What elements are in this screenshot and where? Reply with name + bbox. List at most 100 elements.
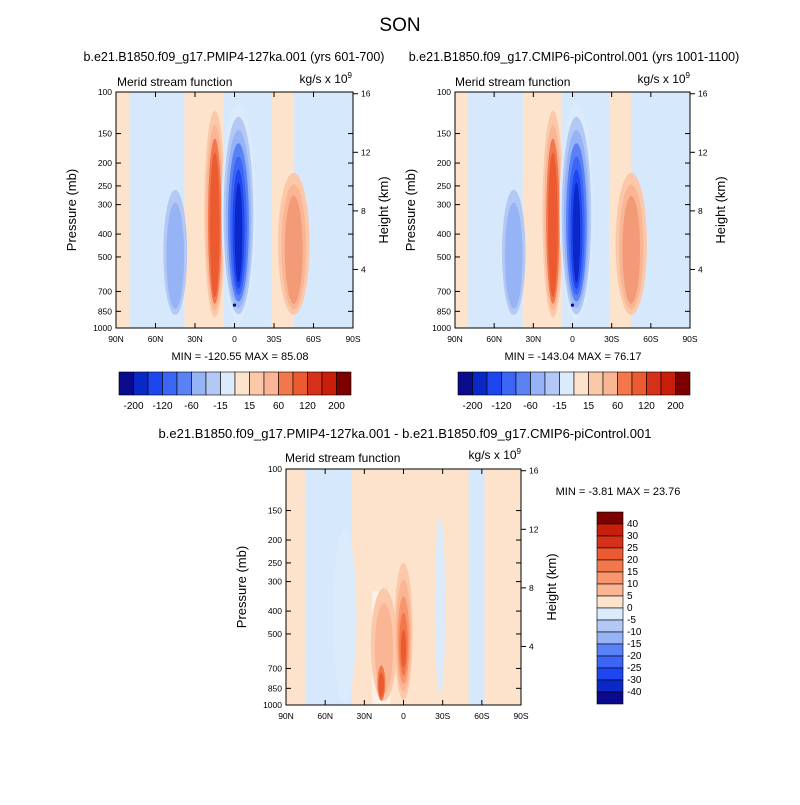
y-tick-label: 100 (437, 87, 451, 97)
colorbar-swatch (646, 371, 662, 396)
plot-left-label: Merid stream function (285, 451, 400, 465)
y-right-tick-label: 4 (698, 264, 703, 274)
y-right-tick-label: 12 (361, 147, 371, 157)
colorbar-swatch (191, 371, 207, 396)
colorbar-swatch (588, 371, 604, 396)
y-right-axis-title: Height (km) (376, 176, 391, 243)
x-tick-label: 60S (306, 334, 321, 344)
plot-left-label: Merid stream function (117, 75, 232, 89)
y-tick-label: 100 (98, 87, 112, 97)
colorbar-label: -30 (627, 675, 642, 686)
x-tick-label: 90N (108, 334, 124, 344)
colorbar-label: 200 (328, 401, 345, 412)
contour-cell (166, 202, 185, 309)
colorbar-swatch (176, 371, 192, 396)
y-axis-title: Pressure (mb) (234, 546, 249, 628)
colorbar-label: -120 (152, 401, 172, 412)
units-label: kg/s x 109 (469, 447, 522, 462)
stats-label: MIN = -120.55 MAX = 85.08 (172, 351, 309, 363)
y-tick-label: 250 (98, 181, 112, 191)
field-band (455, 92, 469, 328)
colorbar-label: -15 (627, 639, 642, 650)
colorbar-label: -200 (462, 401, 482, 412)
y-right-axis-title: Height (km) (713, 176, 728, 243)
colorbar-swatch (660, 371, 676, 396)
colorbar-label: -15 (552, 401, 567, 412)
colorbar-label: -25 (627, 663, 642, 674)
colorbar-swatch (596, 547, 624, 561)
y-tick-label: 150 (268, 506, 282, 516)
y-tick-label: 150 (437, 129, 451, 139)
panel-difference: Merid stream function kg/s x 109 MIN = -… (234, 447, 680, 721)
min-marker (232, 303, 237, 307)
y-tick-label: 850 (268, 683, 282, 693)
x-tick-label: 0 (232, 334, 237, 344)
x-tick-label: 30N (357, 711, 373, 721)
colorbar-swatch (596, 535, 624, 549)
y-axis-title: Pressure (mb) (403, 169, 418, 251)
y-tick-label: 500 (98, 252, 112, 262)
x-tick-label: 60S (474, 711, 489, 721)
y-tick-label: 400 (437, 229, 451, 239)
colorbar-swatch (596, 607, 624, 621)
colorbar-swatch (162, 371, 178, 396)
contour-cell (234, 182, 243, 283)
colorbar-swatch (675, 371, 691, 396)
colorbar-label: -40 (627, 687, 642, 698)
colorbar-label: 120 (638, 401, 655, 412)
x-tick-label: 30N (526, 334, 542, 344)
x-tick-label: 60S (643, 334, 658, 344)
contour-cell (333, 529, 357, 703)
colorbar-swatch (263, 371, 279, 396)
y-tick-label: 100 (268, 464, 282, 474)
y-tick-label: 700 (437, 286, 451, 296)
contour-cell (400, 629, 407, 668)
y-right-tick-label: 8 (529, 583, 534, 593)
colorbar-swatch (596, 691, 624, 705)
field-band (468, 469, 485, 705)
y-tick-label: 500 (268, 629, 282, 639)
colorbar-swatch (596, 631, 624, 645)
y-tick-label: 200 (268, 535, 282, 545)
colorbar-swatch (307, 371, 323, 396)
colorbar-label: -10 (627, 627, 642, 638)
y-tick-label: 400 (268, 606, 282, 616)
colorbar-swatch (617, 371, 633, 396)
colorbar-label: 15 (244, 401, 256, 412)
colorbar-swatch (249, 371, 265, 396)
difference-title: b.e21.B1850.f09_g17.PMIP4-127ka.001 - b.… (159, 426, 652, 441)
units-label: kg/s x 109 (638, 71, 691, 86)
colorbar-swatch (278, 371, 294, 396)
colorbar-label: 60 (273, 401, 285, 412)
colorbar-label: 40 (627, 519, 639, 530)
y-right-tick-label: 4 (529, 641, 534, 651)
colorbar-label: 20 (627, 555, 639, 566)
colorbar-label: -60 (523, 401, 538, 412)
colorbar-swatch (596, 619, 624, 633)
x-tick-label: 30N (187, 334, 203, 344)
y-tick-label: 1000 (432, 323, 451, 333)
colorbar-swatch (573, 371, 589, 396)
colorbar-label: 120 (299, 401, 316, 412)
contour-cell (209, 152, 220, 298)
colorbar-swatch (544, 371, 560, 396)
y-right-tick-label: 16 (698, 89, 708, 99)
x-tick-label: 90S (682, 334, 697, 344)
colorbar-label: 25 (627, 543, 639, 554)
y-tick-label: 300 (437, 200, 451, 210)
y-tick-label: 200 (98, 158, 112, 168)
y-right-tick-label: 8 (698, 206, 703, 216)
y-tick-label: 400 (98, 229, 112, 239)
x-tick-label: 60N (148, 334, 164, 344)
colorbar-swatch (515, 371, 531, 396)
colorbar-swatch (596, 667, 624, 681)
colorbar-swatch (631, 371, 647, 396)
colorbar-swatch (596, 655, 624, 669)
colorbar-label: 60 (612, 401, 624, 412)
y-tick-label: 850 (437, 306, 451, 316)
colorbar-label: -200 (123, 401, 143, 412)
units-label: kg/s x 109 (300, 71, 353, 86)
y-right-tick-label: 8 (361, 206, 366, 216)
colorbar-swatch (596, 595, 624, 609)
